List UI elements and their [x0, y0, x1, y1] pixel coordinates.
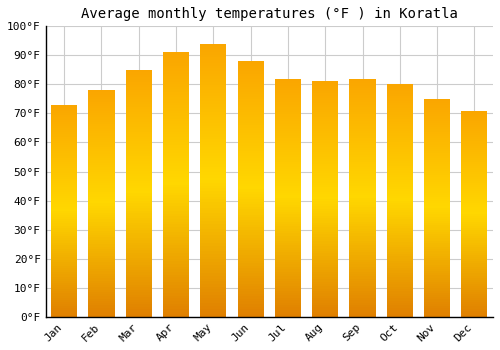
- Title: Average monthly temperatures (°F ) in Koratla: Average monthly temperatures (°F ) in Ko…: [81, 7, 458, 21]
